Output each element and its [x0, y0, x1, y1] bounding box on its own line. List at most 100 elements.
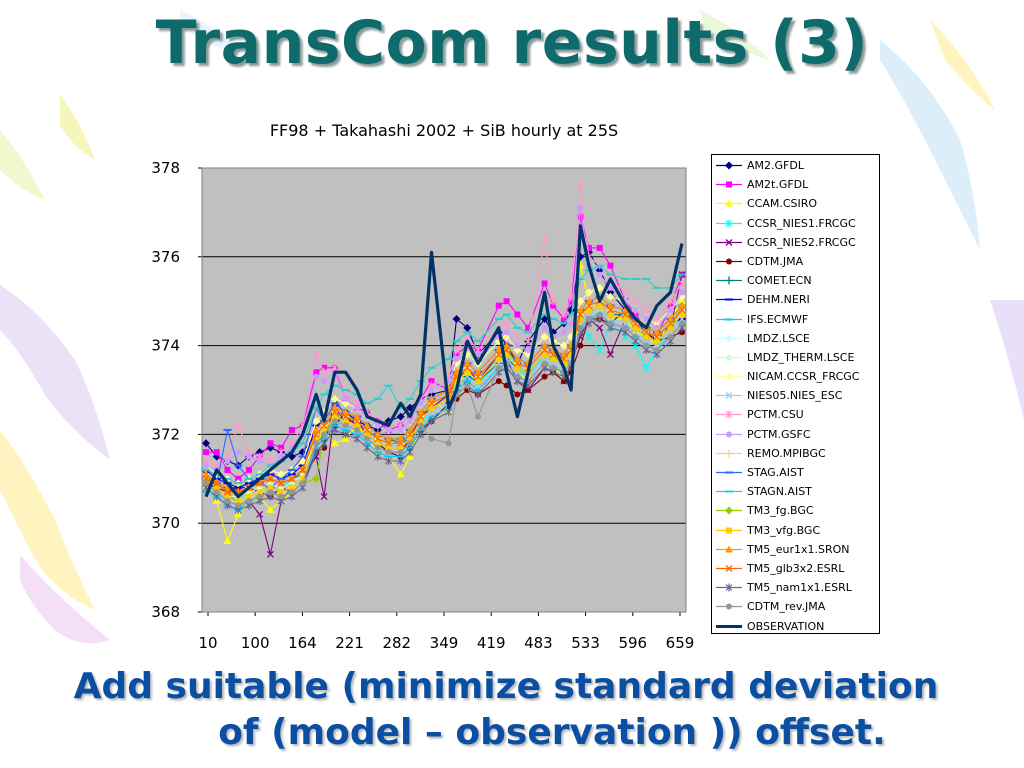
x-tick-label: 596 [618, 634, 647, 652]
data-point [549, 317, 558, 320]
data-point [559, 341, 568, 350]
data-point [653, 314, 661, 323]
legend-label: TM5_eur1x1.SRON [747, 542, 850, 556]
series-observation [204, 224, 684, 499]
data-point [256, 489, 263, 496]
data-point [621, 306, 630, 314]
x-tick-label: 221 [335, 634, 364, 652]
data-point [607, 284, 614, 291]
data-point [373, 397, 382, 400]
data-point [653, 347, 660, 354]
data-point [725, 199, 733, 207]
legend-label: CCSR_NIES1.FRCGC [747, 216, 856, 230]
legend-swatch [716, 527, 742, 534]
x-tick-label: 419 [477, 634, 506, 652]
y-tick-label: 368 [151, 603, 180, 621]
x-tick-label: 483 [524, 634, 553, 652]
data-point [396, 455, 405, 458]
y-tick-label: 376 [151, 248, 180, 266]
data-point [513, 359, 521, 367]
data-point [541, 324, 548, 331]
data-point [223, 477, 232, 480]
data-point [725, 490, 733, 493]
data-point [632, 324, 639, 331]
data-point [474, 368, 482, 376]
data-point [678, 301, 686, 309]
data-point [342, 430, 350, 439]
legend-item: IFS.ECMWF [712, 310, 879, 329]
data-point [642, 278, 651, 280]
data-point [550, 364, 557, 371]
data-point [475, 351, 481, 358]
data-point [256, 493, 263, 500]
data-point [417, 400, 424, 407]
data-point [463, 380, 472, 383]
data-point [577, 324, 584, 331]
data-point [224, 466, 231, 473]
bottom-caption: Add suitable (minimize standard deviatio… [0, 664, 1024, 756]
data-point [234, 482, 243, 485]
data-point [606, 292, 615, 301]
legend-item: CDTM.JMA [712, 252, 879, 271]
legend-swatch [716, 583, 742, 592]
data-point [540, 341, 549, 349]
data-point [312, 417, 321, 426]
legend-item: REMO.MPIBGC [712, 444, 879, 463]
legend-swatch [716, 372, 742, 381]
legend-label: AM2t.GFDL [747, 178, 809, 192]
data-point [428, 387, 435, 393]
data-point [202, 470, 210, 478]
data-point [330, 402, 339, 405]
data-point [312, 406, 321, 409]
x-tick-label: 282 [382, 634, 411, 652]
data-point [541, 280, 548, 287]
data-point [363, 426, 371, 434]
plot-area-border [201, 167, 687, 613]
data-point [245, 493, 252, 500]
data-point [299, 466, 307, 474]
data-point [514, 364, 521, 371]
data-point [267, 489, 274, 496]
data-point [667, 319, 675, 327]
data-point [452, 340, 461, 343]
legend: AM2.GFDL AM2t.GFDL CCAM.CSIRO CCSR_NIES1.FR… [711, 154, 880, 634]
data-point [725, 583, 733, 592]
data-point [278, 493, 285, 500]
data-point [622, 315, 629, 322]
data-point [725, 564, 733, 572]
data-point [494, 317, 503, 320]
data-point [445, 408, 453, 417]
legend-label: CCAM.CSIRO [747, 197, 818, 211]
legend-swatch [716, 276, 742, 285]
legend-label: REMO.MPIBGC [747, 446, 826, 460]
legend-item: CCAM.CSIRO [712, 194, 879, 213]
data-point [652, 328, 661, 336]
legend-item: OBSERVATION [712, 617, 879, 636]
data-point [277, 470, 286, 479]
data-point [320, 422, 328, 429]
legend-swatch [716, 410, 742, 419]
data-point [266, 475, 274, 483]
legend-label: NICAM.CCSR_FRCGC [747, 370, 860, 384]
data-point [235, 449, 242, 456]
data-point [596, 244, 603, 251]
data-point [234, 486, 243, 489]
data-point [331, 408, 339, 416]
y-tick-label: 374 [151, 337, 180, 355]
data-point [385, 457, 392, 466]
data-point [585, 307, 592, 314]
series-layer [202, 181, 686, 558]
data-point [577, 204, 584, 211]
data-point [397, 426, 404, 433]
data-point [277, 477, 286, 480]
data-point [428, 399, 435, 407]
data-point [384, 434, 393, 442]
data-point [726, 527, 732, 534]
legend-label: TM3_fg.BGC [747, 504, 814, 518]
data-point [577, 342, 584, 349]
data-point [245, 498, 252, 504]
data-point [540, 313, 549, 316]
data-point [417, 418, 424, 425]
data-point [267, 484, 274, 491]
